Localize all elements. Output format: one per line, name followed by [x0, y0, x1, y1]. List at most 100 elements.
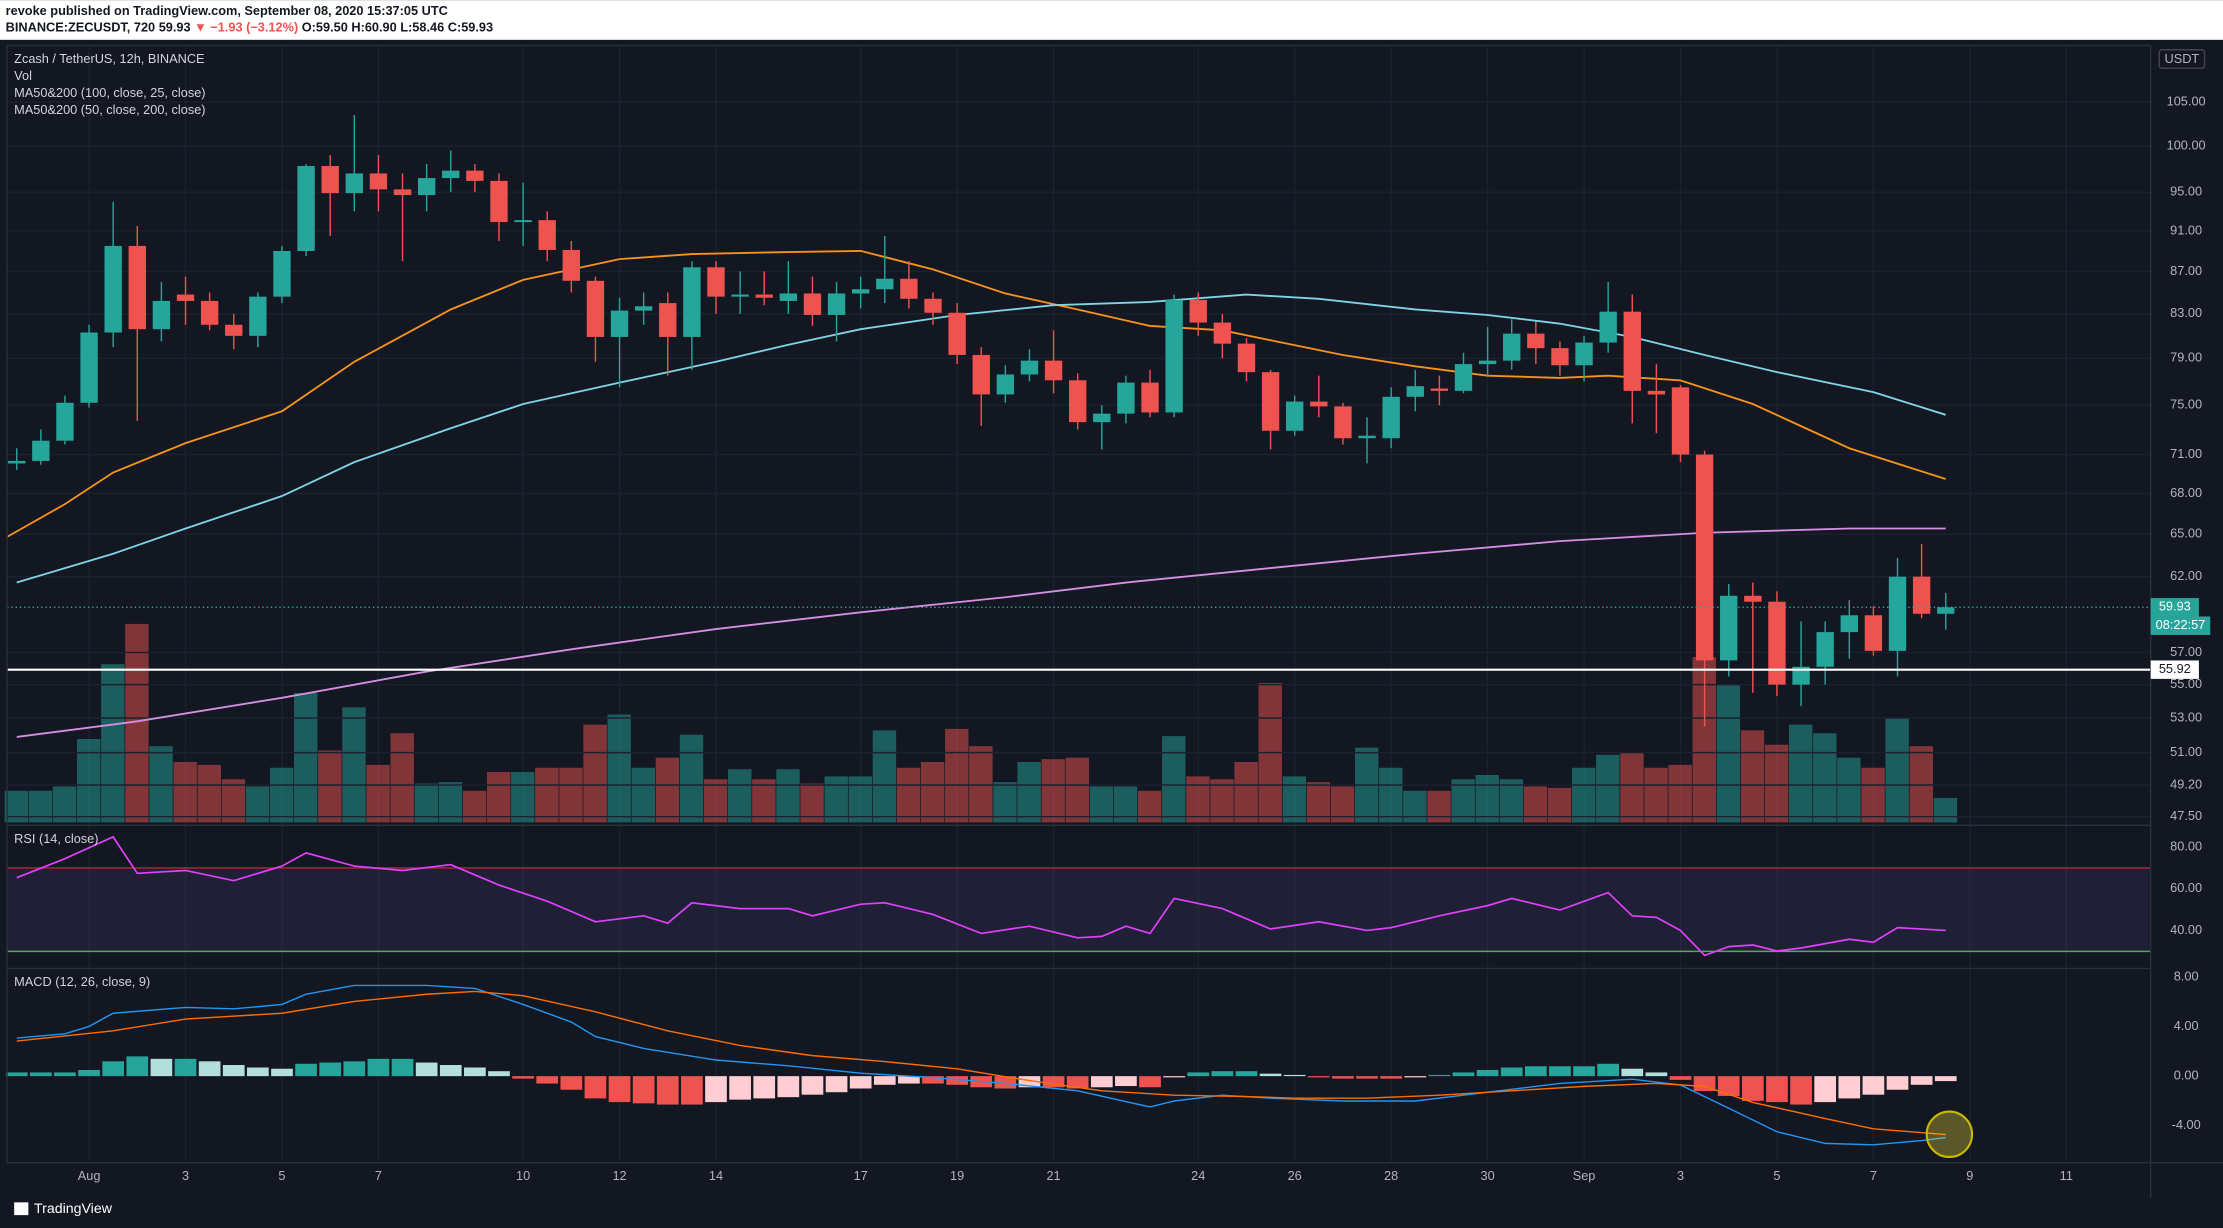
- candle-body: [80, 332, 98, 403]
- volume-bar: [800, 783, 824, 823]
- y-tick-label: 80.00: [2170, 838, 2202, 853]
- histogram-bar: [536, 1076, 559, 1084]
- x-tick-label: 10: [516, 1168, 530, 1183]
- y-tick-label: 100.00: [2167, 137, 2206, 152]
- histogram-bar: [1452, 1072, 1475, 1077]
- histogram-bar: [1862, 1076, 1885, 1095]
- volume-bar: [366, 764, 390, 823]
- volume-bar: [462, 790, 487, 823]
- volume-bar: [896, 767, 921, 823]
- volume-bar: [1210, 779, 1234, 823]
- volume-bar: [77, 738, 101, 823]
- histogram-bar: [295, 1063, 317, 1077]
- line: [6, 249, 1946, 538]
- volume-bar: [4, 790, 29, 823]
- candle-body: [369, 173, 388, 190]
- change: ▼ −1.93 (−3.12%): [194, 20, 298, 35]
- histogram-bar: [560, 1076, 583, 1090]
- candle-body: [610, 310, 629, 337]
- histogram-bar: [1356, 1076, 1378, 1079]
- x-tick-label: 5: [1773, 1168, 1780, 1183]
- x-tick-label: 5: [278, 1168, 285, 1183]
- volume-bar: [1571, 767, 1596, 823]
- candle-body: [417, 178, 436, 196]
- y-tick-label: 53.00: [2170, 709, 2202, 724]
- volume-bar: [1523, 786, 1548, 823]
- volume-bar: [1764, 744, 1789, 823]
- histogram-bar: [1886, 1076, 1909, 1090]
- volume-bar: [728, 769, 752, 823]
- volume-bar: [1837, 757, 1861, 823]
- candle-body: [321, 166, 339, 194]
- histogram-bar: [1428, 1074, 1451, 1077]
- candle-body: [297, 166, 315, 251]
- candle-body: [1937, 607, 1955, 614]
- volume-bar: [679, 734, 704, 823]
- candle-body: [996, 374, 1015, 395]
- volume-bar: [1620, 751, 1644, 823]
- candle-body: [1527, 333, 1545, 349]
- candle-body: [1864, 615, 1883, 651]
- volume-bar: [125, 623, 149, 823]
- candle-body: [200, 300, 219, 325]
- volume-bar: [1403, 790, 1427, 823]
- plot: [4, 45, 2151, 1163]
- y-tick-label: 83.00: [2170, 305, 2202, 320]
- x-tick-label: 11: [2060, 1168, 2073, 1183]
- x-tick-label: 9: [1966, 1168, 1973, 1183]
- volume-bar: [1186, 776, 1210, 823]
- histogram-bar: [464, 1067, 486, 1077]
- candle-body: [176, 294, 195, 301]
- histogram-bar: [512, 1076, 534, 1079]
- histogram-bar: [1910, 1076, 1933, 1085]
- y-tick-label: 91.00: [2170, 222, 2202, 237]
- histogram-bar: [1259, 1073, 1282, 1077]
- candle-body: [851, 289, 870, 294]
- volume-bar: [969, 746, 993, 823]
- histogram-bar: [174, 1058, 197, 1077]
- histogram-bar: [319, 1062, 342, 1077]
- histogram-bar: [994, 1076, 1017, 1089]
- footer-logo: [14, 1202, 29, 1216]
- band-fill: [7, 867, 2151, 952]
- volume-bar: [703, 779, 728, 823]
- candle-body: [1020, 360, 1039, 375]
- candle-body: [562, 249, 581, 281]
- candle-body: [659, 303, 677, 337]
- y-tick-label: 57.00: [2170, 644, 2202, 659]
- volume-bar: [1813, 733, 1837, 823]
- histogram-bar: [29, 1072, 52, 1077]
- candle-body: [442, 170, 460, 179]
- x-tick-label: 26: [1288, 1168, 1302, 1183]
- histogram-bar: [1645, 1072, 1668, 1077]
- volume-bar: [1306, 782, 1331, 823]
- price: 59.93: [159, 20, 191, 35]
- volume-bar: [28, 790, 53, 823]
- candle-body: [1334, 406, 1352, 439]
- candle-body: [1406, 386, 1424, 397]
- currency: USDT: [2165, 51, 2200, 66]
- volume-bar: [872, 730, 897, 823]
- volume-bar: [655, 757, 680, 823]
- candle-body: [56, 402, 74, 441]
- header-strip: [0, 0, 2223, 40]
- histogram-bar: [1332, 1076, 1354, 1079]
- histogram-bar: [198, 1061, 221, 1077]
- line: [16, 293, 1946, 584]
- histogram-bar: [1404, 1076, 1427, 1078]
- candle-body: [731, 294, 749, 297]
- histogram-bar: [656, 1076, 679, 1105]
- candle-body: [1912, 576, 1931, 614]
- histogram-bar: [1211, 1071, 1234, 1077]
- candle-body: [803, 293, 822, 315]
- volume-bar: [1017, 761, 1041, 823]
- volume-bar: [848, 776, 873, 823]
- volume-bar: [1668, 764, 1692, 823]
- histogram-bar: [632, 1076, 655, 1104]
- candle-body: [1165, 299, 1183, 413]
- histogram-bar: [247, 1067, 269, 1077]
- histogram-bar: [5, 1072, 28, 1077]
- histogram-bar: [898, 1076, 920, 1084]
- candle-body: [1599, 311, 1617, 343]
